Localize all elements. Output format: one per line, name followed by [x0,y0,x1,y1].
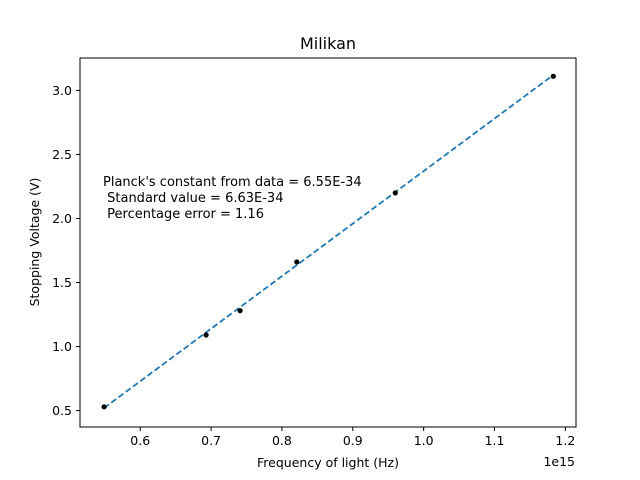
x-tick-label: 0.6 [130,433,150,448]
fit-line-layer [103,74,554,409]
y-tick-label: 2.5 [52,147,72,162]
data-point [237,308,243,314]
y-tick-label: 1.5 [52,275,72,290]
x-tick-label: 1.0 [414,433,434,448]
x-tick-label: 1.1 [485,433,505,448]
annotation-line-3: Percentage error = 1.16 [103,207,264,222]
data-points-layer [101,73,556,410]
fit-line [103,74,554,409]
x-offset-label: 1e15 [543,454,575,469]
y-tick-label: 2.0 [52,211,72,226]
x-axis-label: Frequency of light (Hz) [257,455,399,470]
y-tick-label: 3.0 [52,83,72,98]
ticks-layer: 0.6 0.7 0.8 0.9 1.0 1.1 1.2 0.5 1.0 1.5 2.0 2.5 3.0 [52,83,575,448]
data-point [101,404,107,410]
plot-area-frame [79,57,577,428]
data-point [294,259,300,265]
y-tick-label: 1.0 [52,339,72,354]
x-tick-label: 1.2 [555,433,575,448]
data-point [203,332,209,338]
y-tick-label: 0.5 [52,403,72,418]
annotation-line-1: Planck's constant from data = 6.55E-34 [103,175,362,190]
annotation-line-2: Standard value = 6.63E-34 [103,191,283,206]
data-point [392,190,398,196]
x-tick-label: 0.9 [343,433,363,448]
data-point [550,73,556,79]
y-axis-label: Stopping Voltage (V) [27,178,42,307]
x-tick-label: 0.8 [272,433,292,448]
chart-title: Milikan [300,34,356,53]
x-tick-label: 0.7 [201,433,221,448]
